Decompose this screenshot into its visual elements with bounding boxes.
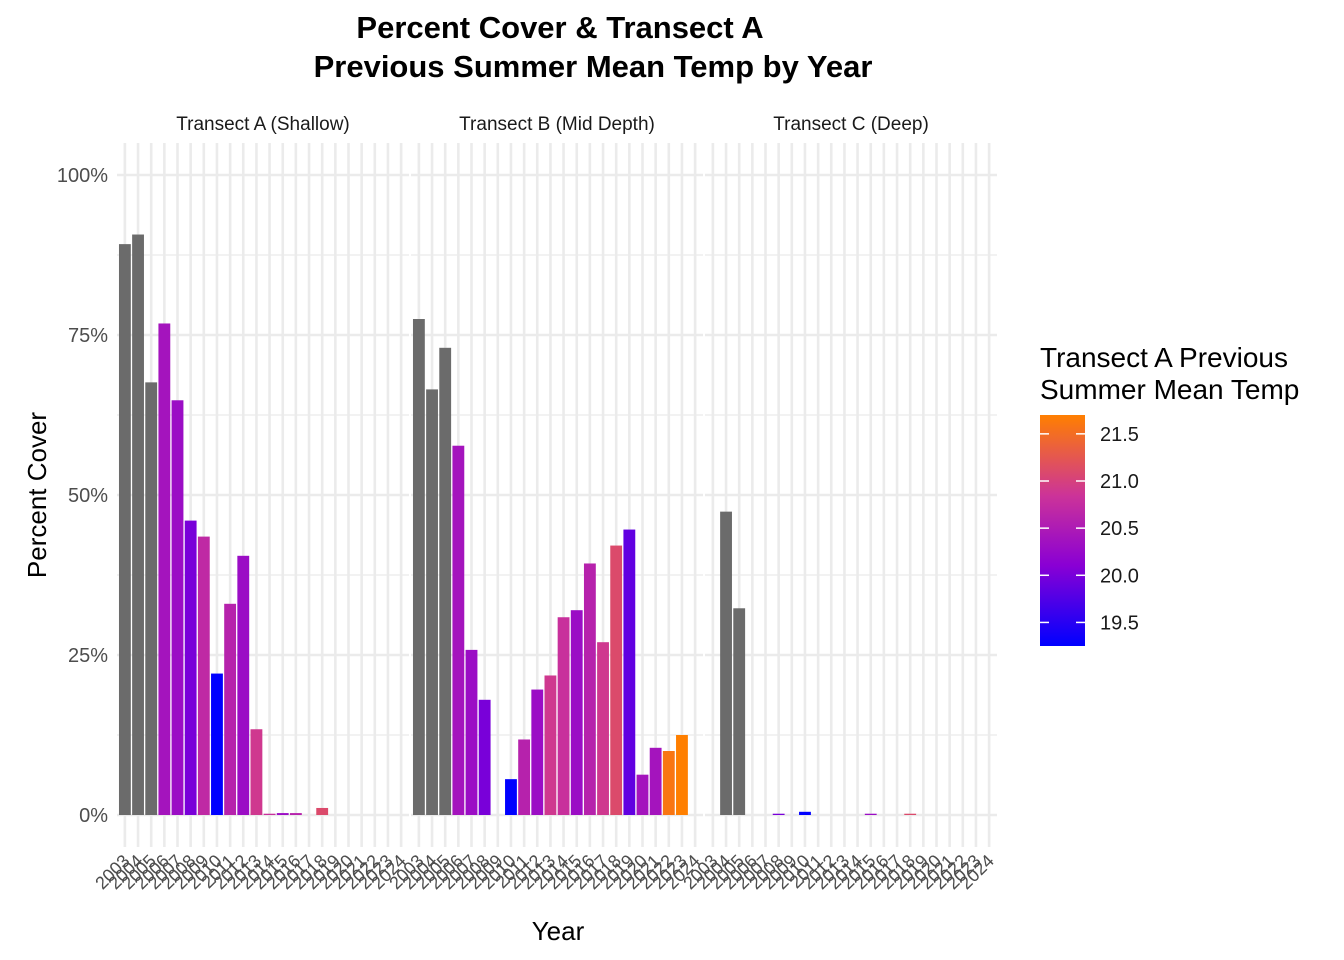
x-axis-title: Year (532, 916, 585, 946)
bar (733, 608, 746, 815)
bar (623, 529, 636, 815)
bar (610, 545, 623, 815)
legend-tick-label: 21.0 (1100, 471, 1139, 493)
facet-panel: Transect C (Deep)20032004200520062007200… (679, 114, 998, 893)
legend-title-line-2: Summer Mean Temp (1040, 374, 1299, 405)
bar (132, 234, 144, 815)
chart-title-line-2: Previous Summer Mean Temp by Year (314, 49, 873, 84)
facet-strip-label: Transect B (Mid Depth) (459, 114, 655, 135)
bar (772, 813, 785, 815)
legend-tick-label: 20.5 (1100, 518, 1139, 540)
bar (720, 511, 732, 815)
legend-tick-label: 19.5 (1100, 612, 1139, 634)
bar (426, 389, 438, 815)
bar (316, 807, 329, 815)
bar (583, 563, 596, 815)
facet-panel: Transect A (Shallow)20032004200520062007… (91, 114, 410, 893)
bar (636, 774, 649, 815)
bar (799, 811, 811, 815)
y-tick-label: 100% (57, 165, 108, 187)
bar (662, 751, 675, 815)
bar (465, 649, 478, 815)
bar (171, 400, 184, 815)
y-tick-label: 25% (68, 645, 108, 667)
legend-title-line-1: Transect A Previous (1040, 342, 1288, 373)
legend-colorbar (1040, 415, 1085, 646)
y-axis-title: Percent Cover (22, 412, 52, 579)
bar (118, 244, 131, 815)
bar (649, 747, 662, 815)
y-tick-label: 0% (79, 805, 108, 827)
bar (864, 813, 877, 815)
color-legend: Transect A Previous Summer Mean Temp 19.… (1040, 342, 1299, 646)
facet-panels: Transect A (Shallow)20032004200520062007… (91, 114, 998, 893)
bar (158, 323, 171, 815)
bar (570, 610, 583, 815)
bar (531, 689, 544, 815)
facet-strip-label: Transect C (Deep) (773, 114, 929, 135)
bar (211, 673, 223, 815)
bar (276, 813, 289, 815)
bar (597, 642, 609, 815)
legend-tick-label: 21.5 (1100, 424, 1139, 446)
bar (505, 779, 517, 815)
y-tick-label: 50% (68, 485, 108, 507)
bar (263, 813, 276, 815)
bar (224, 603, 237, 815)
legend-tick-label: 20.0 (1100, 565, 1139, 587)
bar (197, 536, 210, 815)
facet-panel: Transect B (Mid Depth)200320042005200620… (385, 114, 704, 893)
bar (439, 347, 452, 815)
legend-ticks: 19.5 20.0 20.5 21.0 21.5 (1040, 424, 1139, 634)
bar (518, 739, 531, 815)
bar (544, 675, 557, 815)
bar (289, 813, 302, 815)
y-tick-label: 75% (68, 325, 108, 347)
bar (250, 729, 263, 815)
bar (237, 555, 250, 815)
bar (557, 617, 570, 815)
bar (478, 699, 491, 815)
bar (184, 520, 197, 815)
facet-strip-label: Transect A (Shallow) (176, 114, 350, 135)
bar (412, 319, 425, 815)
bar (904, 813, 917, 815)
bar (452, 445, 465, 815)
y-axis-ticks: 0% 25% 50% 75% 100% (57, 165, 108, 827)
bar (145, 382, 158, 815)
chart-title-line-1: Percent Cover & Transect A (356, 10, 763, 45)
bar (676, 735, 688, 815)
